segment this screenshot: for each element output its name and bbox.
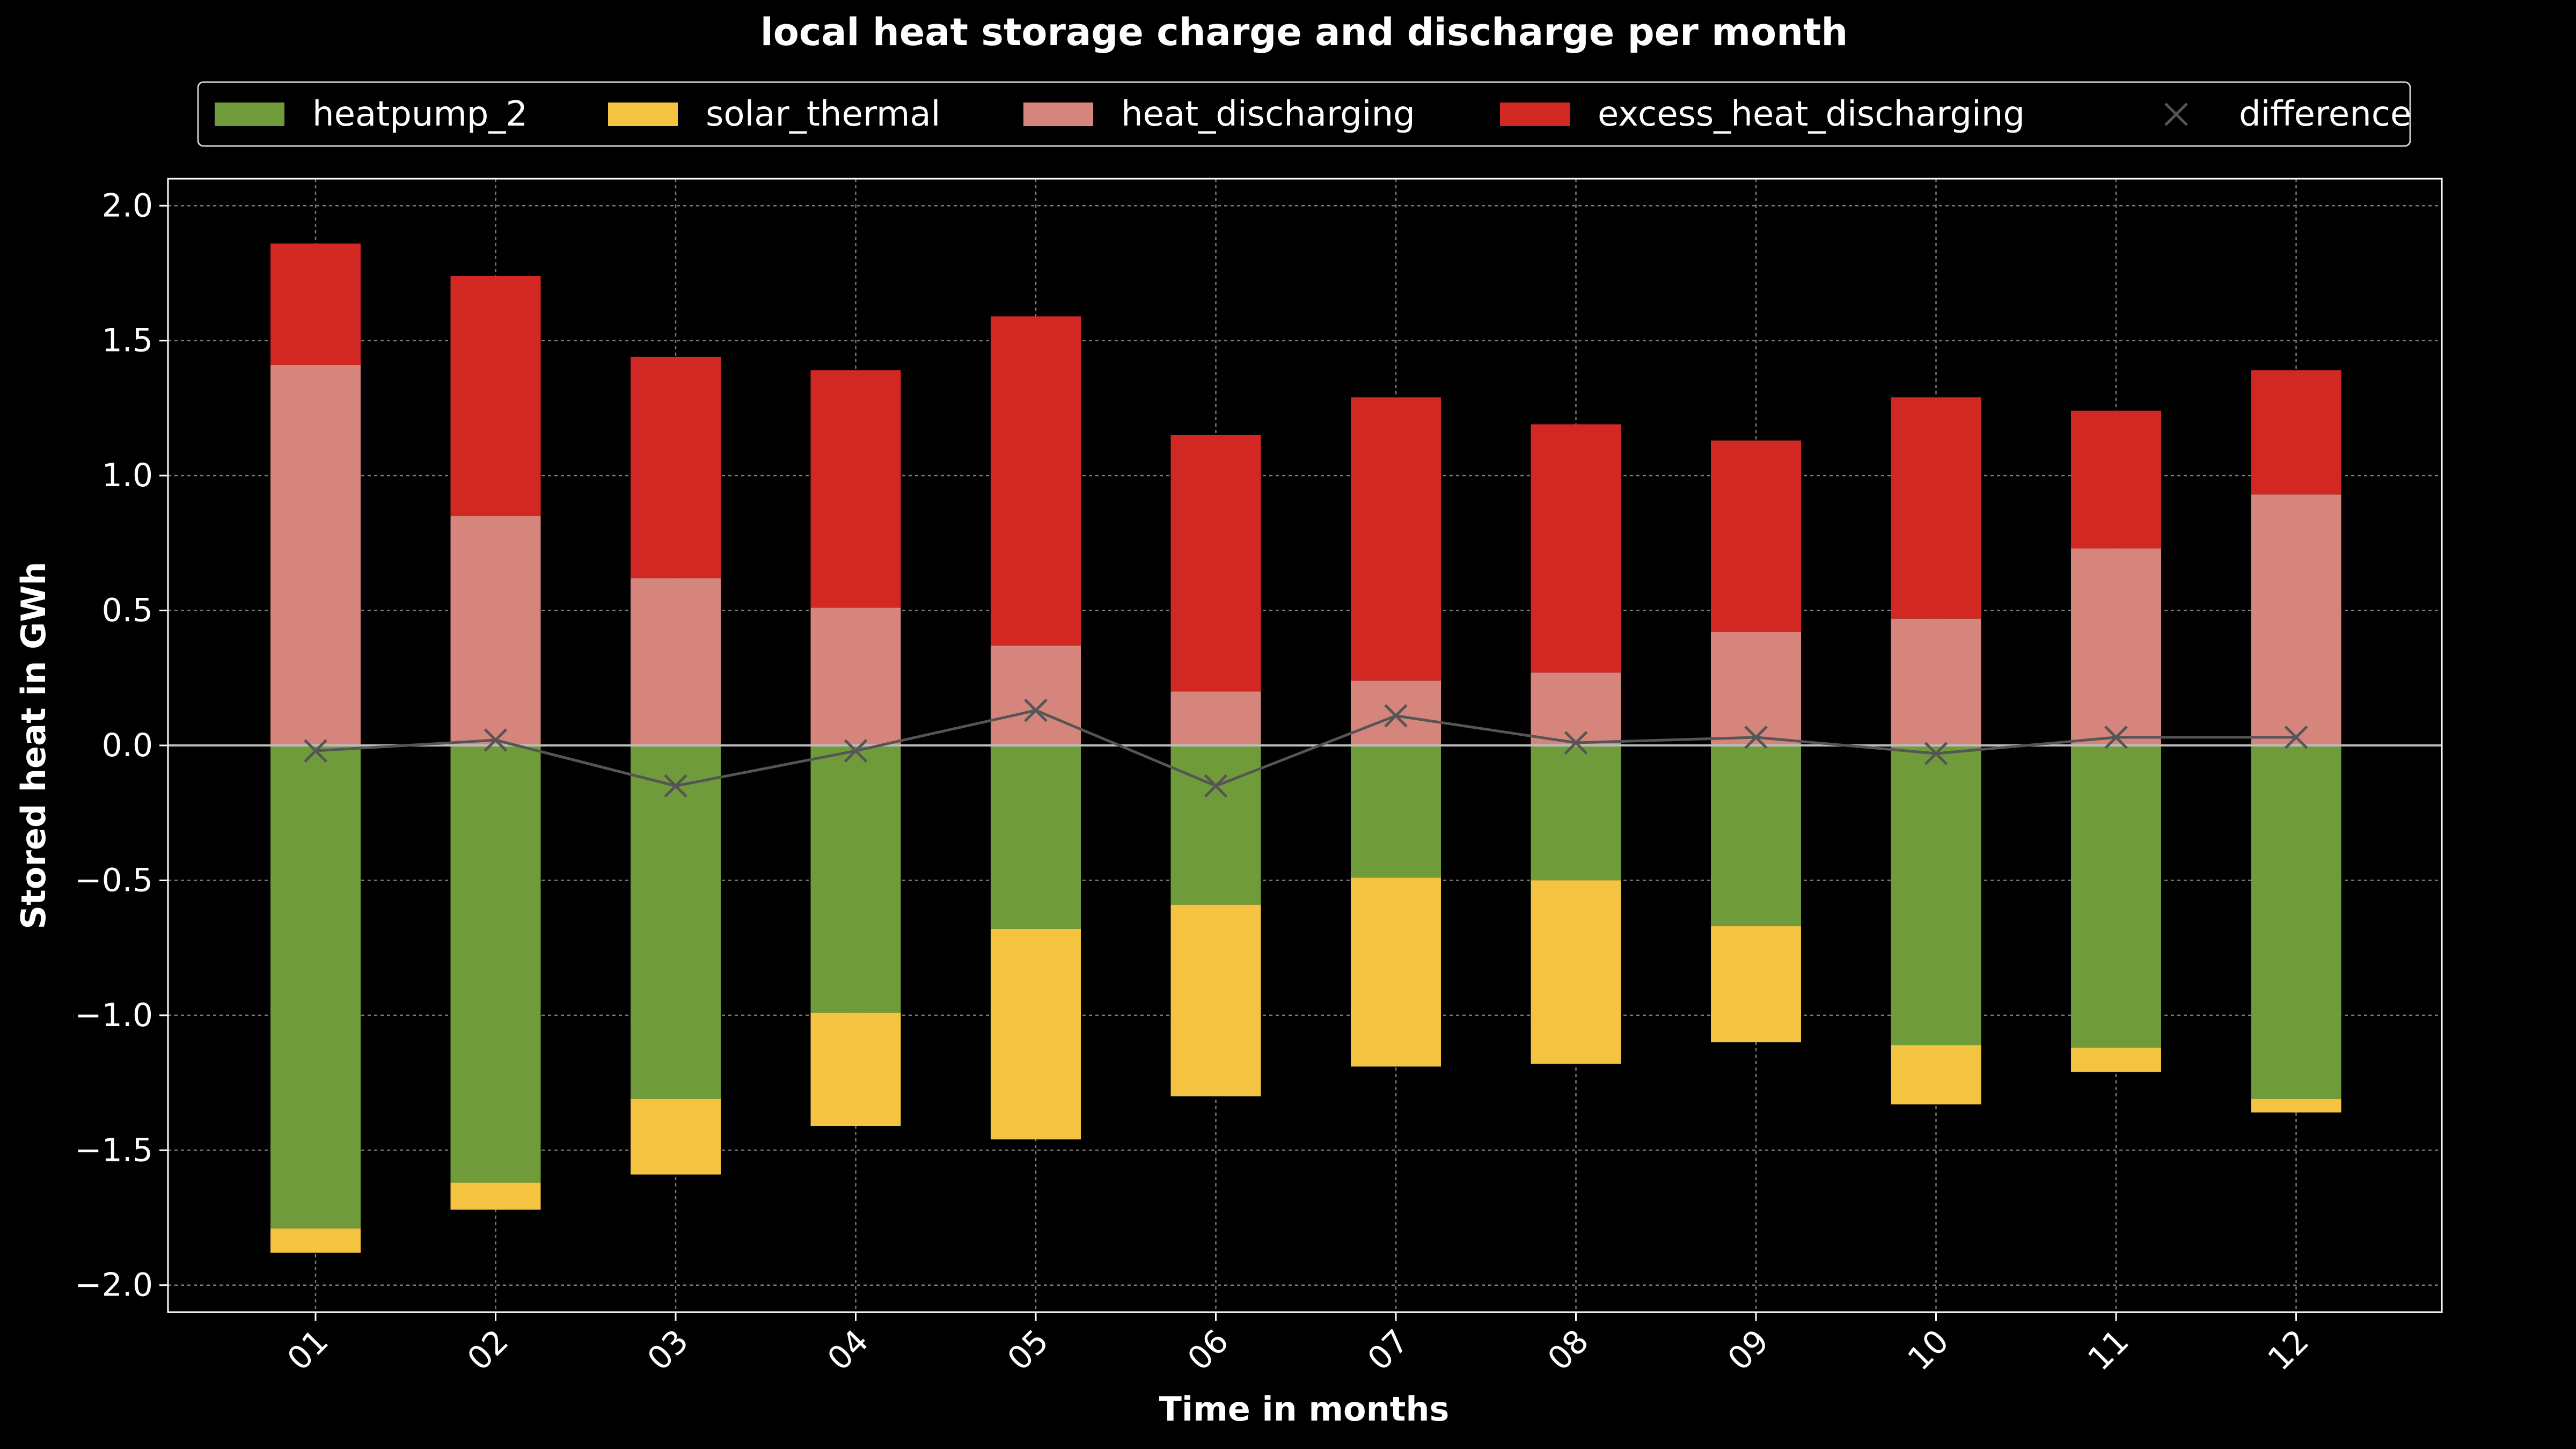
difference-polyline bbox=[315, 709, 2296, 788]
bar-solar_thermal-05 bbox=[991, 928, 1081, 1140]
difference-marker-06 bbox=[1204, 774, 1228, 798]
bar-excess_heat_discharging-01 bbox=[270, 243, 361, 365]
y-tick-label: 0.0 bbox=[102, 727, 153, 764]
difference-marker-08 bbox=[1564, 731, 1588, 755]
difference-marker-02 bbox=[484, 728, 508, 752]
bar-solar_thermal-11 bbox=[2071, 1048, 2161, 1072]
chart-title: local heat storage charge and discharge … bbox=[760, 10, 1848, 54]
legend-swatch-excess_heat_discharging bbox=[1500, 103, 1570, 126]
bar-heatpump_2-06 bbox=[1170, 745, 1261, 905]
bar-excess_heat_discharging-11 bbox=[2071, 411, 2161, 548]
y-tick-label: 0.5 bbox=[102, 592, 153, 630]
legend-frame bbox=[197, 81, 2411, 147]
legend-swatch-solar_thermal bbox=[608, 103, 678, 126]
bar-heat_discharging-11 bbox=[2071, 548, 2161, 745]
legend-marker-difference bbox=[2164, 103, 2188, 126]
bar-solar_thermal-12 bbox=[2251, 1099, 2341, 1113]
bar-heatpump_2-05 bbox=[991, 745, 1081, 929]
bar-heatpump_2-02 bbox=[450, 745, 541, 1183]
bar-solar_thermal-01 bbox=[270, 1228, 361, 1253]
bar-heat_discharging-09 bbox=[1711, 632, 1801, 745]
bar-excess_heat_discharging-03 bbox=[631, 356, 721, 579]
bar-heatpump_2-10 bbox=[1891, 745, 1981, 1045]
bar-heat_discharging-02 bbox=[450, 516, 541, 745]
bar-heat_discharging-05 bbox=[991, 645, 1081, 745]
bar-excess_heat_discharging-04 bbox=[810, 370, 901, 608]
bar-excess_heat_discharging-08 bbox=[1531, 424, 1621, 673]
legend-swatch-heat_discharging bbox=[1023, 103, 1093, 126]
bar-heatpump_2-11 bbox=[2071, 745, 2161, 1048]
y-tick-label: 2.0 bbox=[102, 187, 153, 224]
bars bbox=[270, 243, 2341, 1253]
bar-solar_thermal-09 bbox=[1711, 926, 1801, 1043]
bar-excess_heat_discharging-09 bbox=[1711, 440, 1801, 632]
bar-excess_heat_discharging-12 bbox=[2251, 370, 2341, 495]
bar-heat_discharging-12 bbox=[2251, 494, 2341, 745]
bar-heatpump_2-07 bbox=[1351, 745, 1441, 878]
legend: heatpump_2 solar_thermal heat_discharging e… bbox=[197, 81, 2411, 147]
bar-heatpump_2-12 bbox=[2251, 745, 2341, 1099]
bar-solar_thermal-02 bbox=[450, 1182, 541, 1210]
bar-heat_discharging-07 bbox=[1351, 680, 1441, 745]
legend-swatch-heatpump_2 bbox=[215, 103, 284, 126]
difference-line bbox=[304, 698, 2308, 798]
legend-label-heat_discharging: heat_discharging bbox=[1121, 94, 1415, 134]
bar-solar_thermal-10 bbox=[1891, 1045, 1981, 1104]
difference-marker-09 bbox=[1744, 726, 1768, 749]
bar-solar_thermal-07 bbox=[1351, 877, 1441, 1067]
y-tick-label: −1.0 bbox=[75, 997, 153, 1034]
bar-heat_discharging-08 bbox=[1531, 672, 1621, 745]
difference-marker-04 bbox=[844, 739, 868, 763]
y-tick-label: −2.0 bbox=[75, 1267, 153, 1304]
legend-label-solar_thermal: solar_thermal bbox=[706, 94, 940, 134]
y-axis-label: Stored heat in GWh bbox=[14, 561, 53, 929]
bar-heatpump_2-09 bbox=[1711, 745, 1801, 926]
legend-label-difference: difference bbox=[2239, 94, 2411, 134]
x-axis-label: Time in months bbox=[1159, 1389, 1450, 1429]
bar-heat_discharging-04 bbox=[810, 608, 901, 745]
bar-heat_discharging-01 bbox=[270, 364, 361, 745]
y-tick-label: 1.5 bbox=[102, 322, 153, 360]
y-tick-label: −0.5 bbox=[75, 861, 153, 899]
bar-heat_discharging-06 bbox=[1170, 691, 1261, 745]
bar-excess_heat_discharging-06 bbox=[1170, 435, 1261, 692]
difference-marker-01 bbox=[304, 739, 327, 763]
y-tick-label: 1.0 bbox=[102, 457, 153, 494]
bar-excess_heat_discharging-10 bbox=[1891, 397, 1981, 619]
y-axis: −2.0 −1.5 −1.0 −0.5 0.0 0.5 1.0 1.5 2.0 bbox=[75, 187, 168, 1304]
difference-marker-12 bbox=[2284, 726, 2308, 749]
legend-label-heatpump_2: heatpump_2 bbox=[312, 94, 528, 134]
legend-label-excess_heat_discharging: excess_heat_discharging bbox=[1598, 94, 2025, 134]
bar-heatpump_2-01 bbox=[270, 745, 361, 1229]
bar-heat_discharging-10 bbox=[1891, 618, 1981, 745]
bar-solar_thermal-08 bbox=[1531, 880, 1621, 1064]
bar-heatpump_2-04 bbox=[810, 745, 901, 1013]
bar-solar_thermal-04 bbox=[810, 1012, 901, 1126]
bar-heat_discharging-03 bbox=[631, 578, 721, 745]
bar-heatpump_2-08 bbox=[1531, 745, 1621, 881]
y-tick-label: −1.5 bbox=[75, 1131, 153, 1169]
difference-marker-05 bbox=[1024, 698, 1048, 722]
bar-heatpump_2-03 bbox=[631, 745, 721, 1099]
bar-solar_thermal-03 bbox=[631, 1099, 721, 1175]
bar-excess_heat_discharging-07 bbox=[1351, 397, 1441, 681]
bar-solar_thermal-06 bbox=[1170, 904, 1261, 1096]
bar-excess_heat_discharging-02 bbox=[450, 276, 541, 516]
difference-marker-11 bbox=[2104, 726, 2128, 749]
difference-marker-03 bbox=[664, 774, 687, 798]
difference-marker-07 bbox=[1384, 704, 1408, 728]
bar-excess_heat_discharging-05 bbox=[991, 316, 1081, 646]
difference-marker-10 bbox=[1924, 742, 1948, 765]
